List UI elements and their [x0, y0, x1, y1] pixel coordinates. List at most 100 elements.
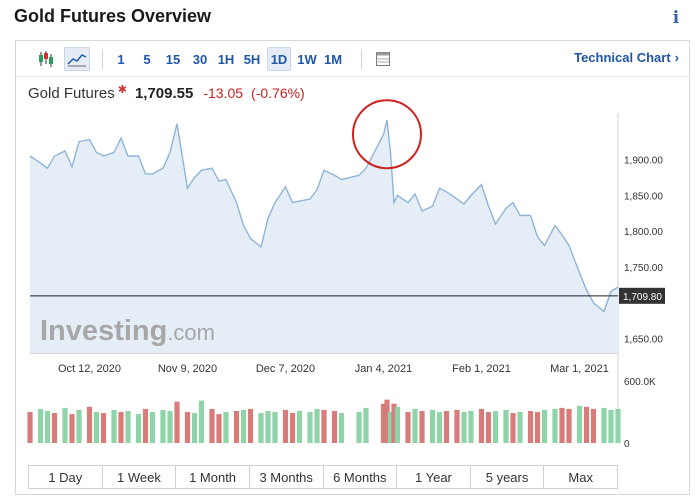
- chart-toolbar: 1 5 15 30 1H 5H 1D 1W 1M Technical Chart…: [16, 41, 689, 77]
- price-point: [46, 167, 49, 170]
- volume-bar: [233, 411, 240, 443]
- table-icon[interactable]: [372, 47, 394, 71]
- volume-bar: [517, 412, 523, 443]
- price-point: [249, 237, 252, 240]
- volume-bar: [149, 412, 156, 443]
- price-point: [120, 137, 123, 140]
- interval-1m[interactable]: 1M: [323, 51, 343, 67]
- volume-bar: [503, 409, 509, 443]
- volume-bar: [338, 413, 345, 443]
- last-price-label: 1,709.80: [623, 292, 662, 303]
- volume-bar: [216, 414, 222, 443]
- price-point: [333, 174, 336, 177]
- price-point: [358, 174, 361, 177]
- volume-bar: [478, 408, 485, 443]
- price-point: [218, 180, 221, 183]
- volume-bar: [510, 413, 516, 443]
- volume-bar: [566, 408, 572, 443]
- price-point: [151, 172, 154, 175]
- volume-bar: [142, 408, 149, 443]
- volume-bar: [62, 407, 68, 443]
- volume-bar: [608, 409, 614, 443]
- price-change-percent: (-0.76%): [251, 85, 305, 101]
- volume-bar: [552, 408, 558, 443]
- price-point: [340, 178, 343, 181]
- volume-bar: [527, 411, 534, 443]
- price-point: [480, 183, 483, 186]
- volume-bar: [534, 412, 541, 443]
- volume-bar: [191, 413, 198, 443]
- highlight-circle: [352, 99, 422, 170]
- interval-1h[interactable]: 1H: [217, 51, 235, 67]
- area-chart-icon[interactable]: [64, 47, 90, 71]
- interval-5[interactable]: 5: [143, 51, 151, 67]
- range-3-months[interactable]: 3 Months: [249, 466, 324, 488]
- price-point: [536, 235, 539, 238]
- interval-15[interactable]: 15: [165, 51, 181, 67]
- volume-bar: [394, 406, 401, 443]
- x-tick-label: Oct 12, 2020: [58, 363, 121, 375]
- interval-1[interactable]: 1: [117, 51, 125, 67]
- volume-bar: [296, 411, 303, 443]
- candlestick-icon[interactable]: [34, 47, 58, 71]
- volume-tick-label: 600.0K: [624, 377, 656, 388]
- price-point: [211, 167, 214, 170]
- volume-bar: [27, 412, 33, 443]
- volume-bar: [51, 413, 58, 443]
- price-point: [39, 162, 42, 165]
- technical-chart-link[interactable]: Technical Chart ›: [574, 50, 679, 65]
- price-point: [487, 205, 490, 208]
- price-point: [71, 165, 74, 168]
- range-1-month[interactable]: 1 Month: [176, 466, 250, 488]
- price-point: [568, 244, 571, 247]
- volume-bar: [419, 411, 425, 443]
- price-point: [78, 140, 81, 143]
- volume-bar: [160, 409, 166, 443]
- volume-bar: [69, 414, 75, 443]
- volume-bar: [559, 407, 565, 443]
- chevron-right-icon: ›: [674, 50, 679, 65]
- range-1-year[interactable]: 1 Year: [397, 466, 471, 488]
- range-6-months[interactable]: 6 Months: [323, 466, 398, 488]
- volume-bar: [405, 412, 411, 443]
- interval-5h[interactable]: 5H: [243, 51, 261, 67]
- volume-bar: [485, 412, 492, 443]
- range-1-week[interactable]: 1 Week: [102, 466, 177, 488]
- x-tick-label: Nov 9, 2020: [158, 363, 217, 375]
- volume-bar: [135, 414, 142, 443]
- interval-30[interactable]: 30: [192, 51, 208, 67]
- price-point: [176, 122, 179, 125]
- price-point: [298, 200, 301, 203]
- volume-bar: [461, 412, 467, 443]
- x-tick-label: Jan 4, 2021: [355, 363, 413, 375]
- interval-1d[interactable]: 1D: [267, 47, 291, 71]
- info-icon[interactable]: i: [672, 8, 680, 28]
- volume-bar: [289, 413, 296, 443]
- range-max[interactable]: Max: [544, 466, 617, 488]
- volume-bar: [454, 409, 460, 443]
- x-tick-label: Feb 1, 2021: [452, 363, 511, 375]
- interval-1w[interactable]: 1W: [297, 51, 317, 67]
- price-point: [610, 290, 613, 293]
- y-tick-label: 1,900.00: [624, 156, 663, 167]
- price-point: [260, 246, 263, 249]
- price-point: [242, 224, 245, 227]
- volume-bar: [436, 412, 443, 443]
- price-area: [30, 120, 618, 353]
- price-chart[interactable]: Investing.com 1,709.80 Oct 12, 2020 Nov 9…: [16, 41, 689, 461]
- price-point: [102, 155, 105, 158]
- price-point: [505, 207, 508, 210]
- price-point: [64, 150, 67, 153]
- quote-header: Gold Futures ✱ 1,709.55 -13.05 (-0.76%): [28, 84, 305, 105]
- price-point: [529, 214, 532, 217]
- volume-bar: [76, 409, 82, 443]
- page-title: Gold Futures Overview: [14, 6, 212, 26]
- range-5-years[interactable]: 5 years: [470, 466, 545, 488]
- price-point: [284, 185, 287, 188]
- range-1-day[interactable]: 1 Day: [29, 466, 103, 488]
- volume-bar: [93, 412, 100, 443]
- price-point: [225, 178, 228, 181]
- volume-bar: [247, 408, 254, 443]
- volume-tick-label: 0: [624, 439, 630, 450]
- price-point: [414, 193, 417, 196]
